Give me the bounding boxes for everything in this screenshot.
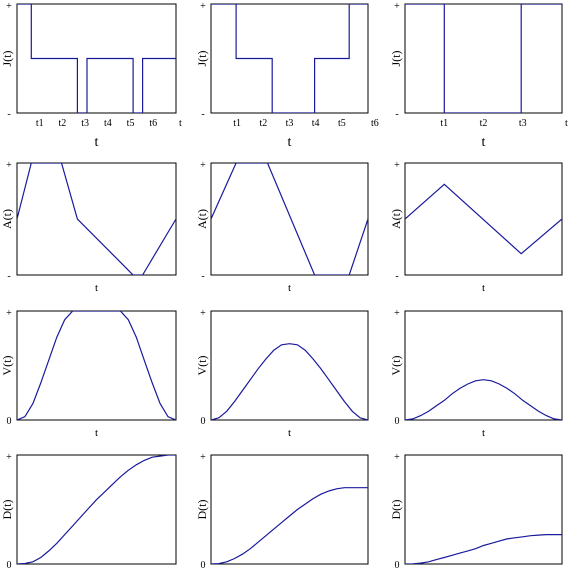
x-axis-label: t (95, 282, 98, 294)
displacement-col2-series-line (211, 487, 368, 564)
x-tick-label: t2 (59, 118, 67, 129)
x-tick-label: t (565, 118, 568, 129)
accel-col3-panel: + - A(t) t (389, 160, 563, 294)
y-tick-bottom: - (7, 271, 10, 282)
jerk-col1-panel: + - J(t) t1 t2 t3 t4 t5 t6 t t (0, 1, 182, 150)
accel-col1-series-line (17, 163, 176, 275)
jerk-col2-panel: + - J(t) t1 t2 t3 t4 t5 t6 t (195, 1, 379, 150)
y-axis-label: J(t) (389, 51, 403, 67)
accel-col2-panel: + - A(t) t (195, 160, 369, 294)
x-tick-label: t6 (371, 118, 379, 129)
y-axis-label: V(t) (389, 356, 403, 376)
y-tick-bottom: - (7, 109, 10, 120)
accel-col2-series-line (211, 163, 368, 275)
velocity-col1-frame (16, 310, 177, 421)
velocity-col1-series-line (17, 311, 176, 420)
y-tick-top: + (200, 160, 206, 171)
jerk-col1-series-line (17, 4, 176, 113)
y-tick-bottom: - (395, 109, 398, 120)
y-axis-label: V(t) (195, 356, 209, 376)
x-tick-label: t1 (440, 118, 448, 129)
velocity-col1-panel: +0 V(t) t (0, 308, 177, 439)
x-tick-label: t4 (104, 118, 112, 129)
x-tick-label: t2 (480, 118, 488, 129)
y-tick-top: + (6, 452, 12, 463)
velocity-col2-frame (210, 310, 369, 421)
displacement-col1-series-line (17, 455, 176, 564)
x-tick-label: t3 (519, 118, 527, 129)
x-tick-label: t6 (149, 118, 157, 129)
x-axis-label: t (288, 135, 292, 150)
y-tick-top: + (6, 308, 12, 319)
velocity-col3-frame (404, 310, 563, 421)
y-tick-bottom: 0 (395, 416, 400, 427)
velocity-col3-series-line (405, 379, 562, 420)
x-tick-label: t2 (259, 118, 267, 129)
x-tick-label: t5 (338, 118, 346, 129)
displacement-col1-frame (16, 454, 177, 565)
y-axis-label: J(t) (0, 51, 14, 67)
y-axis-label: V(t) (0, 356, 14, 376)
x-tick-label: t3 (81, 118, 89, 129)
x-axis-label: t (95, 427, 98, 439)
x-tick-label: t3 (286, 118, 294, 129)
accel-col3-series-line (405, 183, 562, 255)
y-axis-label: D(t) (195, 500, 209, 520)
y-axis-label: A(t) (195, 209, 209, 229)
jerk-col3-panel: + - J(t) t1 t2 t3 t t (389, 1, 568, 150)
accel-col1-panel: + - A(t) t (0, 160, 177, 294)
displacement-col2-panel: +0 D(t) (195, 452, 369, 571)
y-tick-top: + (394, 160, 400, 171)
accel-col2-frame (210, 162, 369, 276)
jerk-col3-series-line (405, 4, 562, 113)
x-tick-label: t5 (127, 118, 135, 129)
y-axis-label: D(t) (389, 500, 403, 520)
displacement-col1-panel: +0 D(t) (0, 452, 177, 571)
y-tick-top: + (394, 308, 400, 319)
velocity-col2-series-line (211, 343, 368, 420)
displacement-col3-frame (404, 454, 563, 565)
x-tick-label: t1 (36, 118, 44, 129)
y-axis-label: J(t) (195, 51, 209, 67)
jerk-col3-frame (404, 3, 563, 114)
y-tick-bottom: 0 (201, 416, 206, 427)
x-axis-label: t (482, 427, 485, 439)
y-tick-bottom: 0 (201, 560, 206, 571)
y-tick-top: + (394, 1, 400, 12)
y-tick-bottom: 0 (7, 416, 12, 427)
y-tick-bottom: 0 (7, 560, 12, 571)
y-tick-top: + (200, 308, 206, 319)
y-axis-label: A(t) (0, 209, 14, 229)
y-axis-label: A(t) (389, 209, 403, 229)
displacement-col3-series-line (405, 533, 562, 564)
x-tick-label: t4 (312, 118, 320, 129)
x-tick-label: t (179, 118, 182, 129)
x-axis-label: t (288, 282, 291, 294)
y-tick-bottom: - (395, 271, 398, 282)
x-axis-label: t (95, 135, 99, 150)
velocity-col2-panel: +0 V(t) t (195, 308, 369, 439)
x-axis-label: t (482, 282, 485, 294)
displacement-col2-frame (210, 454, 369, 565)
x-tick-label: t1 (233, 118, 241, 129)
y-tick-top: + (394, 452, 400, 463)
y-tick-bottom: - (201, 109, 204, 120)
y-tick-top: + (6, 1, 12, 12)
y-tick-top: + (6, 160, 12, 171)
y-tick-bottom: - (201, 271, 204, 282)
y-tick-top: + (200, 452, 206, 463)
x-axis-label: t (288, 427, 291, 439)
x-axis-label: t (482, 135, 486, 150)
y-axis-label: D(t) (0, 500, 14, 520)
y-tick-bottom: 0 (395, 560, 400, 571)
jerk-col2-series-line (211, 4, 368, 113)
velocity-col3-panel: +0 V(t) t (389, 308, 563, 439)
y-tick-top: + (200, 1, 206, 12)
displacement-col3-panel: +0 D(t) (389, 452, 563, 571)
